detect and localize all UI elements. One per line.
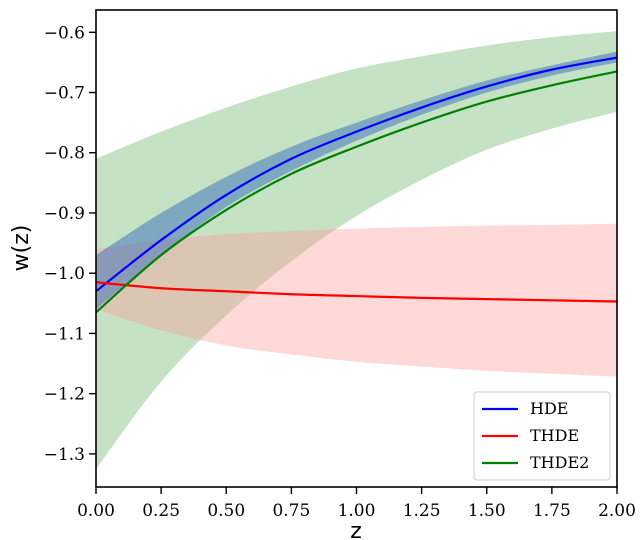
x-axis-ticks: 0.00 0.25 0.50 0.75 1.00 1.25 1.50 1.75 2.00 [77, 487, 636, 521]
x-tick-label: 2.00 [598, 501, 636, 521]
band-thde [96, 223, 617, 377]
x-axis-label: z [350, 519, 362, 540]
y-tick-label: −0.6 [44, 23, 85, 43]
line-thde [95, 281, 618, 303]
y-axis-label: w(z) [9, 225, 34, 272]
y-axis-ticks: −0.6 −0.7 −0.8 −0.9 −1.0 −1.1 −1.2 −1.3 [44, 23, 96, 465]
legend-label-thde2: THDE2 [530, 453, 589, 472]
x-tick-label: 1.75 [533, 501, 571, 521]
x-tick-label: 1.00 [338, 501, 376, 521]
legend-label-hde: HDE [530, 399, 568, 418]
line-thde2 [95, 70, 618, 314]
y-tick-label: −0.8 [44, 144, 85, 164]
y-tick-label: −1.1 [44, 324, 85, 344]
y-tick-label: −1.3 [44, 445, 85, 465]
x-tick-label: 0.00 [77, 501, 115, 521]
legend: HDE THDE THDE2 [473, 391, 611, 481]
line-hde [95, 56, 618, 293]
x-tick-label: 1.50 [468, 501, 506, 521]
legend-box [473, 391, 611, 481]
y-tick-label: −1.2 [44, 385, 85, 405]
confidence-bands [96, 31, 617, 469]
band-thde2 [96, 31, 617, 469]
y-tick-label: −0.7 [44, 84, 85, 104]
x-tick-label: 0.25 [142, 501, 180, 521]
series-lines [95, 56, 618, 314]
x-tick-label: 0.50 [207, 501, 245, 521]
x-tick-label: 1.25 [403, 501, 441, 521]
x-tick-label: 0.75 [272, 501, 310, 521]
y-tick-label: −0.9 [44, 204, 85, 224]
legend-label-thde: THDE [530, 426, 579, 445]
y-tick-label: −1.0 [44, 264, 85, 284]
